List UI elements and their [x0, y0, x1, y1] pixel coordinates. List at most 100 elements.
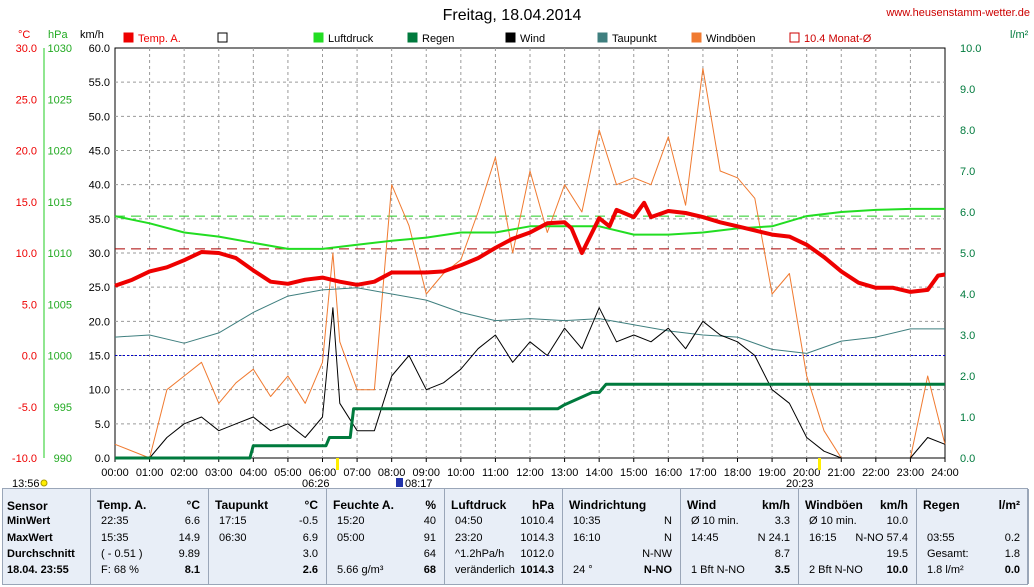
col-unit: °C	[304, 498, 318, 512]
col-unit: km/h	[761, 498, 790, 512]
point-marker	[396, 478, 403, 487]
min-time: Ø 10 min.	[809, 515, 857, 527]
col-unit: l/m²	[998, 498, 1020, 512]
max-label: MaxWert	[7, 532, 53, 544]
cur-note: veränderlich	[455, 564, 515, 576]
legend-label: Taupunkt	[612, 33, 657, 45]
stats-col-wind: Wind km/h Ø 10 min. 3.3 14:45 N 24.1 8.7 1 Bft …	[681, 489, 799, 584]
legend-label: Luftdruck	[328, 33, 374, 45]
col-title: Luftdruck	[451, 498, 507, 512]
sensor-label: Sensor	[7, 499, 48, 513]
max-value: 91	[423, 532, 436, 544]
temp-tick: 5.0	[22, 299, 37, 311]
x-tick-label: 23:00	[897, 467, 925, 479]
col-unit: hPa	[531, 498, 554, 512]
wind-tick: 0.0	[95, 453, 110, 465]
avg-value: 8.7	[774, 548, 790, 560]
x-tick-label: 13:00	[551, 467, 579, 479]
x-tick-label: 10:00	[447, 467, 475, 479]
rain-tick: 4.0	[960, 289, 975, 301]
max-time: 03:55	[927, 532, 955, 544]
wind-tick: 60.0	[89, 43, 110, 55]
min-time: 17:15	[219, 515, 247, 527]
max-time: 23:20	[455, 532, 483, 544]
wind-tick: 30.0	[89, 248, 110, 260]
x-tick-label: 02:00	[170, 467, 198, 479]
wind-tick: 15.0	[89, 351, 110, 363]
temp-tick: 25.0	[16, 94, 37, 106]
press-tick: 1005	[48, 299, 72, 311]
x-tick-label: 17:00	[689, 467, 717, 479]
min-time: Ø 10 min.	[691, 515, 739, 527]
stats-col-dir: Windrichtung 10:35 N 16:10 N N-NW 24 ° N-NO	[563, 489, 681, 584]
wind-tick: 45.0	[89, 146, 110, 158]
max-time: 05:00	[337, 532, 365, 544]
wind-tick: 35.0	[89, 214, 110, 226]
cur-value: 2.6	[302, 564, 318, 576]
press-tick: 995	[54, 402, 72, 414]
wind-tick: 10.0	[89, 385, 110, 397]
min-time: 22:35	[101, 515, 129, 527]
min-value: N	[664, 515, 672, 527]
x-tick-label: 14:00	[585, 467, 613, 479]
x-tick-label: 12:00	[516, 467, 544, 479]
min-value: 10.0	[886, 515, 908, 527]
series-line-temp-a-	[114, 200, 946, 294]
rain-tick: 7.0	[960, 166, 975, 178]
series-line-windb-en	[114, 68, 946, 459]
cur-note: 2 Bft N-NO	[809, 564, 863, 576]
press-tick: 1015	[48, 197, 72, 209]
avg-value: N-NW	[642, 548, 672, 560]
avg-value: 9.89	[178, 548, 200, 560]
chart-title: Freitag, 18.04.2014	[443, 7, 582, 24]
max-value: 14.9	[178, 532, 200, 544]
max-time: 15:35	[101, 532, 129, 544]
max-time: 16:10	[573, 532, 601, 544]
legend-swatch	[505, 32, 516, 43]
legend-swatch	[313, 32, 324, 43]
x-tick-label: 11:00	[482, 467, 509, 479]
weather-chart: Freitag, 18.04.2014 www.heusenstamm-wett…	[12, 7, 1030, 488]
date-label: 18.04. 23:55	[7, 564, 69, 576]
avg-note: Gesamt:	[927, 548, 969, 560]
max-time: 06:30	[219, 532, 247, 544]
min-time: 15:20	[337, 515, 365, 527]
cur-value: 3.5	[774, 564, 790, 576]
col-title: Windrichtung	[569, 498, 647, 512]
min-value: 1010.4	[520, 515, 554, 527]
min-time: 10:35	[573, 515, 601, 527]
min-value: 6.6	[184, 515, 200, 527]
cur-note: 1 Bft N-NO	[691, 564, 745, 576]
col-title: Taupunkt	[215, 498, 269, 512]
max-value: 0.2	[1004, 532, 1020, 544]
min-time: 04:50	[455, 515, 483, 527]
rain-tick: 3.0	[960, 330, 975, 342]
cur-value: N-NO	[643, 564, 672, 576]
sunset-marker	[818, 458, 821, 470]
legend: Temp. A. Luftdruck Regen Wind Taupunkt Windbö…	[123, 32, 872, 45]
min-value: -0.5	[299, 515, 318, 527]
col-title: Windböen	[805, 498, 863, 512]
start-marker	[40, 479, 48, 487]
min-value: 40	[423, 515, 436, 527]
legend-swatch	[789, 32, 800, 43]
sunrise-marker	[336, 458, 339, 470]
series-line-luftdruck	[114, 207, 945, 250]
rain-tick: 1.0	[960, 412, 975, 424]
x-tick-label: 22:00	[862, 467, 890, 479]
avg-value: 1012.0	[520, 548, 554, 560]
time-markers: 13:56 06:26 08:17 20:23	[12, 458, 821, 488]
cur-note: 24 °	[573, 564, 593, 576]
rain-unit: l/m²	[1010, 29, 1029, 41]
x-tick-label: 20:00	[793, 467, 821, 479]
grid	[115, 48, 945, 458]
x-tick-label: 06:00	[309, 467, 337, 479]
stats-panel: Sensor MinWert MaxWert Durchschnitt 18.0…	[2, 488, 1029, 585]
x-tick-label: 00:00	[101, 467, 129, 479]
legend-swatch	[597, 32, 608, 43]
wind-tick: 5.0	[95, 419, 110, 431]
legend-label: Windböen	[706, 33, 756, 45]
press-tick: 990	[54, 453, 72, 465]
wind-tick: 40.0	[89, 180, 110, 192]
stats-col-temp: Temp. A. °C 22:35 6.6 15:35 14.9 ( - 0.51 ) 9.8…	[91, 489, 209, 584]
